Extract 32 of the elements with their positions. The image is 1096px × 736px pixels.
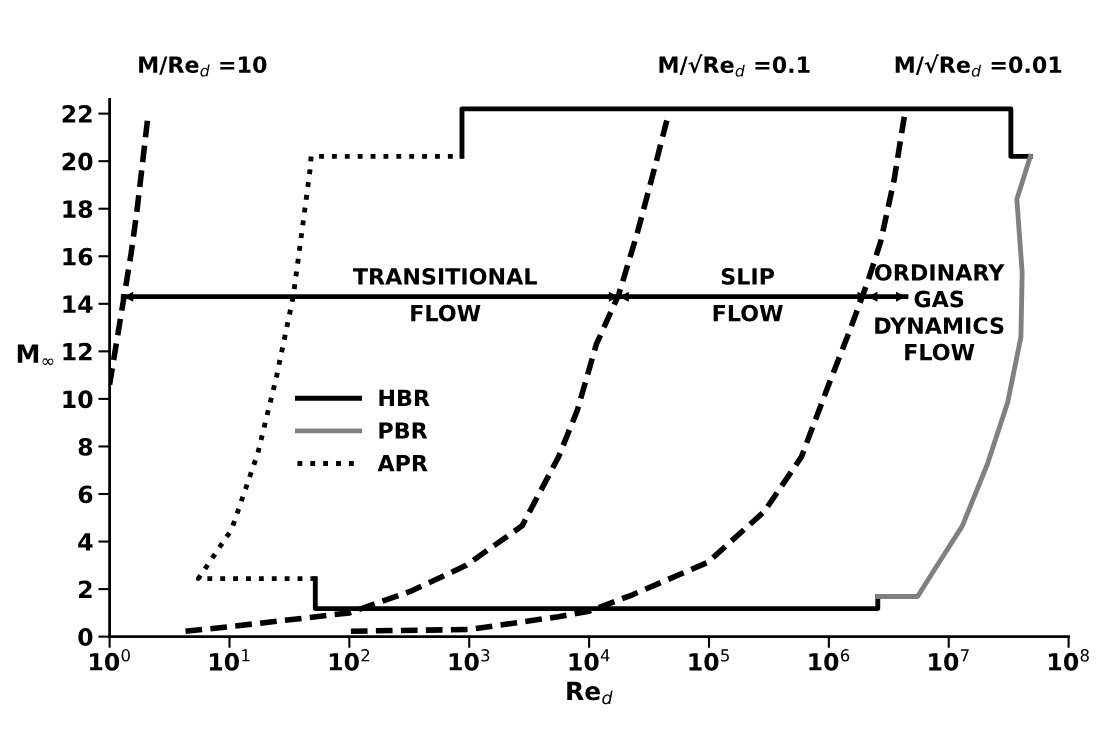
legend-label: APR [377, 455, 428, 472]
x-tick-label: 10$^{1}$ [209, 649, 250, 671]
y-tick-label: 10 [63, 390, 93, 409]
annotation: SLIP FLOW [713, 267, 783, 322]
x-tick-label: 10$^{0}$ [90, 649, 130, 671]
x-axis-title: Re$_{d}$ [567, 681, 613, 705]
y-tick-label: 12 [63, 342, 92, 361]
x-tick-label: 10$^{8}$ [1049, 649, 1089, 671]
annotation: M/Re$_{d}$ =10 [139, 56, 267, 77]
y-tick-label: 22 [62, 105, 92, 123]
legend-label: PBR [379, 422, 428, 439]
x-tick-label: 10$^{2}$ [329, 649, 370, 671]
annotation: M/√Re$_{d}$ =0.1 [659, 54, 810, 77]
y-axis-title: M$_{∞}$ [17, 344, 54, 365]
y-tick-label: 0 [78, 628, 93, 646]
legend-label: HBR [379, 389, 430, 406]
y-tick-label: 14 [63, 295, 93, 313]
x-tick-label: 10$^{3}$ [449, 649, 490, 671]
y-tick-label: 6 [78, 485, 93, 504]
x-tick-label: 10$^{7}$ [929, 649, 969, 671]
y-tick-label: 20 [62, 152, 93, 171]
annotation: TRANSITIONAL FLOW [352, 267, 537, 322]
annotation: ORDINARY GAS DYNAMICS FLOW [875, 264, 1005, 361]
x-tick-label: 10$^{5}$ [689, 649, 729, 671]
x-tick-label: 10$^{4}$ [569, 649, 610, 671]
y-tick-label: 4 [78, 533, 93, 551]
y-tick-label: 2 [79, 580, 92, 599]
y-tick-label: 8 [78, 437, 93, 456]
x-tick-label: 10$^{6}$ [809, 649, 850, 671]
y-tick-label: 16 [63, 247, 93, 266]
y-tick-label: 18 [63, 200, 93, 219]
annotation: M/√Re$_{d}$ =0.01 [895, 54, 1062, 77]
